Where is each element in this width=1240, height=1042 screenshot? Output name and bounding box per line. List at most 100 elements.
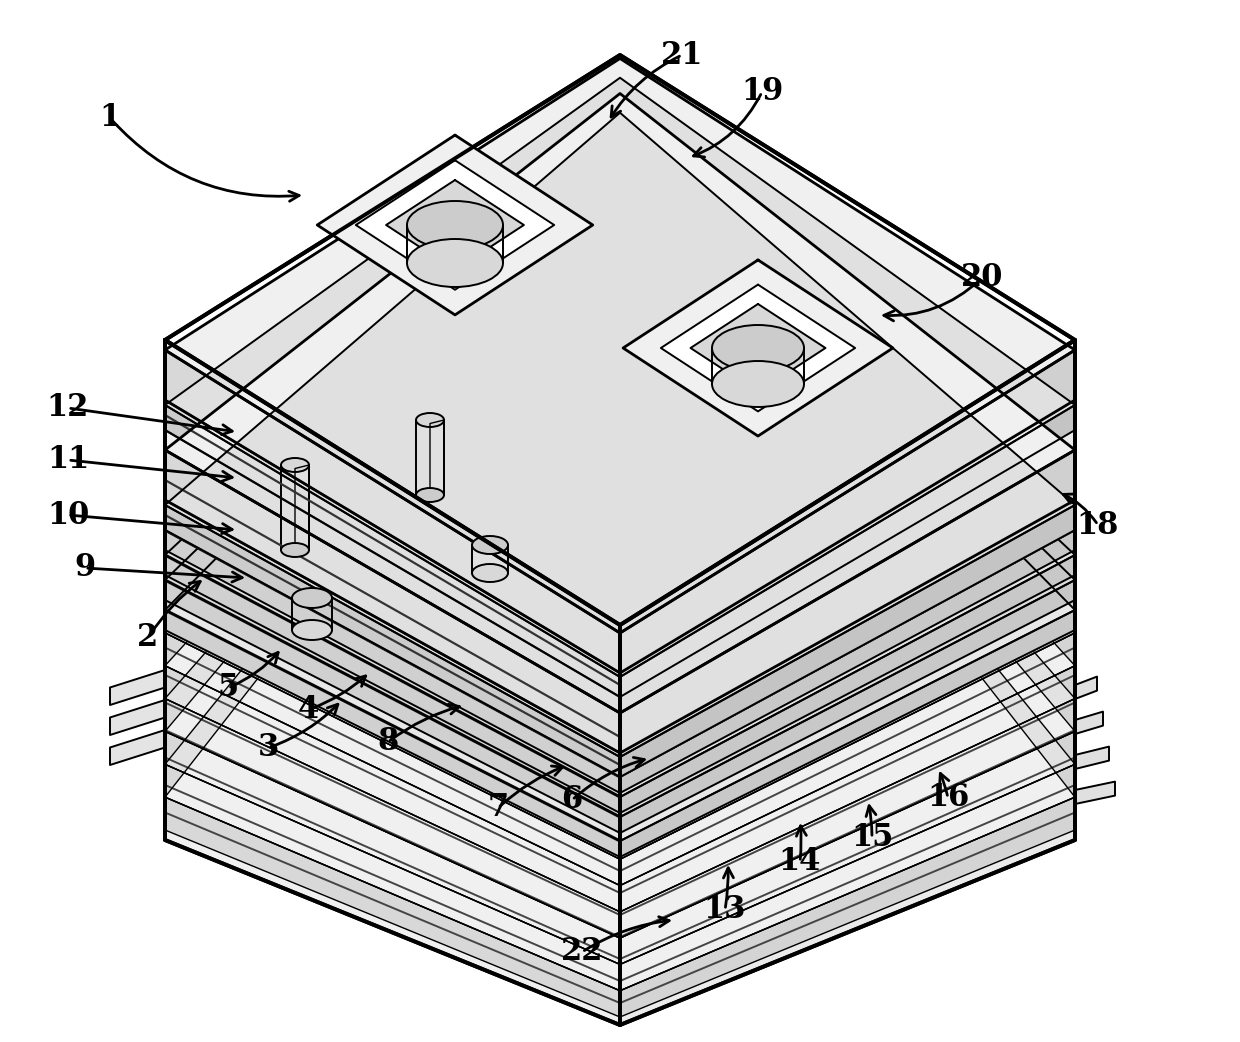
Text: 20: 20 bbox=[961, 263, 1003, 294]
Polygon shape bbox=[165, 350, 620, 673]
Polygon shape bbox=[165, 139, 1075, 817]
Text: 8: 8 bbox=[377, 726, 398, 758]
Polygon shape bbox=[620, 555, 1075, 813]
Polygon shape bbox=[165, 94, 1075, 713]
Polygon shape bbox=[661, 284, 856, 412]
Polygon shape bbox=[620, 698, 1075, 938]
Text: 12: 12 bbox=[47, 393, 89, 423]
Polygon shape bbox=[461, 218, 496, 242]
Ellipse shape bbox=[712, 325, 804, 371]
Ellipse shape bbox=[291, 620, 332, 640]
Polygon shape bbox=[165, 610, 620, 857]
Polygon shape bbox=[165, 764, 620, 991]
Polygon shape bbox=[165, 157, 1075, 860]
Polygon shape bbox=[165, 55, 1075, 625]
Polygon shape bbox=[165, 555, 620, 813]
Polygon shape bbox=[620, 530, 1075, 793]
Ellipse shape bbox=[712, 361, 804, 407]
Text: 22: 22 bbox=[560, 937, 603, 968]
Polygon shape bbox=[620, 731, 1075, 965]
Polygon shape bbox=[620, 632, 1075, 886]
Polygon shape bbox=[165, 505, 620, 777]
Polygon shape bbox=[110, 700, 165, 735]
Ellipse shape bbox=[472, 536, 508, 554]
Text: 7: 7 bbox=[487, 793, 508, 823]
Polygon shape bbox=[165, 450, 620, 753]
Polygon shape bbox=[620, 350, 1075, 673]
Text: 3: 3 bbox=[258, 733, 279, 764]
Ellipse shape bbox=[415, 488, 444, 502]
Polygon shape bbox=[165, 203, 1075, 965]
Text: 16: 16 bbox=[926, 783, 970, 814]
Polygon shape bbox=[356, 160, 554, 290]
Ellipse shape bbox=[415, 413, 444, 427]
Polygon shape bbox=[620, 666, 1075, 912]
Polygon shape bbox=[295, 465, 309, 553]
Polygon shape bbox=[165, 169, 1075, 886]
Polygon shape bbox=[165, 122, 1075, 777]
Polygon shape bbox=[165, 130, 1075, 797]
Polygon shape bbox=[165, 192, 1075, 938]
Polygon shape bbox=[620, 600, 1075, 860]
Text: 5: 5 bbox=[217, 672, 238, 703]
Polygon shape bbox=[317, 135, 593, 315]
Text: 21: 21 bbox=[661, 40, 703, 71]
Polygon shape bbox=[1075, 712, 1104, 734]
Polygon shape bbox=[718, 332, 751, 354]
Ellipse shape bbox=[281, 458, 309, 472]
Polygon shape bbox=[620, 610, 1075, 857]
Polygon shape bbox=[110, 730, 165, 765]
Polygon shape bbox=[165, 632, 620, 886]
Text: 9: 9 bbox=[74, 552, 95, 584]
Polygon shape bbox=[165, 797, 620, 1017]
Polygon shape bbox=[1075, 782, 1115, 804]
Text: 13: 13 bbox=[704, 894, 746, 925]
Polygon shape bbox=[165, 731, 620, 965]
Polygon shape bbox=[620, 505, 1075, 777]
Polygon shape bbox=[165, 405, 620, 697]
Polygon shape bbox=[165, 146, 1075, 833]
Polygon shape bbox=[165, 600, 620, 860]
Polygon shape bbox=[165, 530, 620, 793]
Text: 1: 1 bbox=[99, 102, 120, 133]
Polygon shape bbox=[165, 180, 1075, 912]
Text: 11: 11 bbox=[47, 445, 89, 475]
Text: 2: 2 bbox=[138, 622, 159, 653]
Polygon shape bbox=[165, 149, 1075, 841]
Ellipse shape bbox=[291, 588, 332, 607]
Text: 14: 14 bbox=[779, 846, 821, 877]
Polygon shape bbox=[165, 698, 620, 938]
Polygon shape bbox=[620, 764, 1075, 991]
Polygon shape bbox=[165, 340, 620, 1025]
Polygon shape bbox=[165, 580, 620, 833]
Polygon shape bbox=[165, 78, 1075, 677]
Polygon shape bbox=[620, 580, 1075, 833]
Polygon shape bbox=[1075, 676, 1097, 699]
Polygon shape bbox=[165, 666, 620, 912]
Ellipse shape bbox=[407, 201, 503, 249]
Polygon shape bbox=[430, 420, 444, 498]
Polygon shape bbox=[620, 405, 1075, 697]
Ellipse shape bbox=[472, 564, 508, 582]
Polygon shape bbox=[624, 259, 893, 436]
Text: 15: 15 bbox=[851, 822, 893, 853]
Ellipse shape bbox=[407, 239, 503, 287]
Polygon shape bbox=[765, 342, 799, 364]
Polygon shape bbox=[165, 58, 1075, 632]
Text: 18: 18 bbox=[1076, 510, 1120, 541]
Text: 10: 10 bbox=[47, 499, 89, 530]
Text: 6: 6 bbox=[562, 785, 583, 816]
Text: 19: 19 bbox=[740, 76, 784, 107]
Polygon shape bbox=[691, 304, 826, 392]
Polygon shape bbox=[110, 670, 165, 705]
Polygon shape bbox=[620, 450, 1075, 753]
Polygon shape bbox=[1075, 747, 1109, 769]
Polygon shape bbox=[620, 797, 1075, 1017]
Polygon shape bbox=[165, 113, 1075, 756]
Polygon shape bbox=[386, 180, 523, 270]
Text: 4: 4 bbox=[298, 695, 319, 725]
Polygon shape bbox=[413, 208, 449, 232]
Polygon shape bbox=[165, 215, 1075, 991]
Ellipse shape bbox=[281, 543, 309, 557]
Polygon shape bbox=[620, 340, 1075, 1025]
